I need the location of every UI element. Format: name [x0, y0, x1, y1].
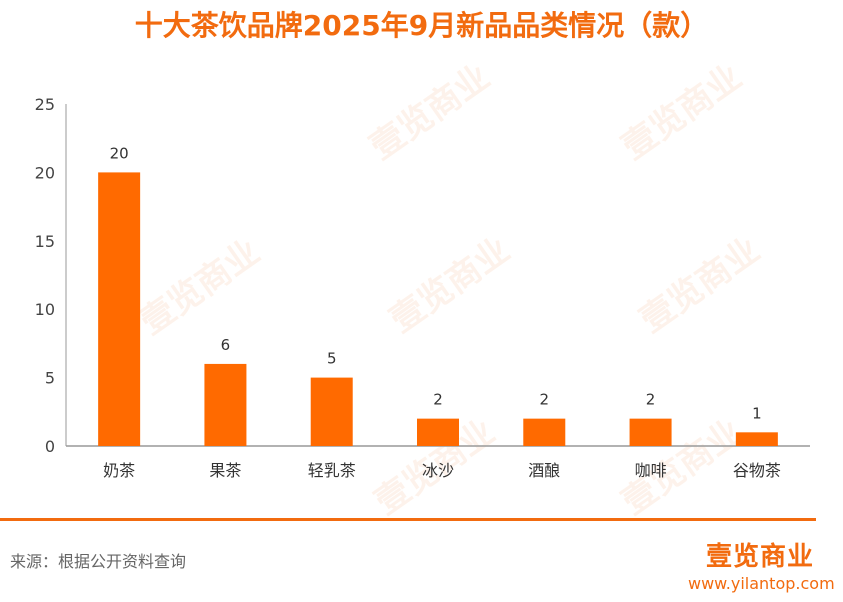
category-label-5: 咖啡 [635, 461, 667, 480]
bar-chart: 0 5 10 15 20 25 20 6 5 2 2 2 1 奶茶 果茶 轻乳茶 冰沙 酒酿 咖啡 谷物茶 [35, 95, 810, 480]
bar-data-label-1: 6 [221, 336, 231, 354]
y-tick-label-0: 0 [45, 437, 55, 456]
category-label-0: 奶茶 [103, 461, 135, 480]
bar-data-label-6: 1 [752, 404, 762, 422]
brand-logo: 壹览商业 [706, 542, 815, 572]
bar-1 [204, 363, 247, 446]
bar-4 [523, 418, 566, 446]
source-note: 来源：根据公开资料查询 [10, 552, 187, 571]
bar-data-label-0: 20 [110, 144, 129, 162]
chart-title: 十大茶饮品牌2025年9月新品品类情况（款） [134, 9, 709, 42]
brand-url: www.yilantop.com [688, 574, 835, 593]
category-label-3: 冰沙 [422, 461, 454, 480]
bar-6 [735, 432, 778, 446]
category-label-1: 果茶 [209, 461, 241, 480]
y-tick-label-5: 25 [35, 95, 55, 114]
category-label-4: 酒酿 [528, 461, 560, 480]
bar-3 [417, 418, 459, 446]
y-tick-label-4: 20 [35, 163, 55, 182]
category-label-2: 轻乳茶 [308, 461, 356, 480]
bar-0 [98, 172, 141, 446]
bar-5 [629, 418, 672, 446]
y-tick-label-1: 5 [45, 369, 55, 388]
bar-data-label-4: 2 [540, 391, 550, 409]
bar-data-label-5: 2 [646, 391, 656, 409]
category-label-6: 谷物茶 [733, 461, 781, 480]
bar-data-label-2: 5 [327, 350, 337, 368]
bar-2 [310, 377, 353, 446]
footer-divider [0, 518, 816, 521]
y-tick-label-2: 10 [35, 300, 55, 319]
y-tick-label-3: 15 [35, 232, 55, 251]
bar-data-label-3: 2 [433, 391, 443, 409]
